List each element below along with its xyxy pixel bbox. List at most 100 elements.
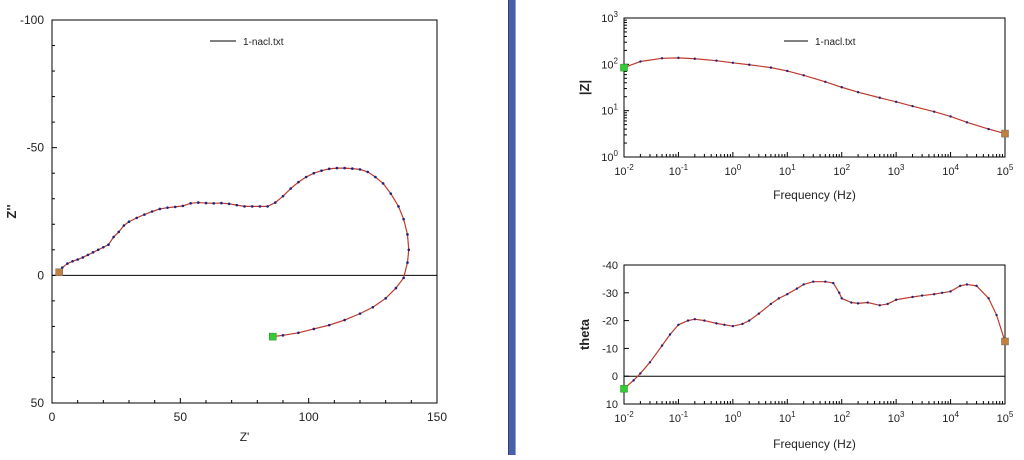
data-point bbox=[723, 323, 726, 326]
y-tick-label: 10 bbox=[606, 399, 618, 411]
data-point bbox=[886, 302, 889, 306]
data-point bbox=[748, 319, 751, 322]
y-tick-label: -20 bbox=[602, 316, 618, 328]
x-tick-label: 103 bbox=[888, 163, 905, 178]
data-point bbox=[940, 291, 944, 294]
data-point bbox=[173, 205, 177, 209]
data-point bbox=[212, 202, 215, 205]
x-tick-label: 10-2 bbox=[614, 410, 634, 425]
data-point bbox=[312, 327, 316, 331]
data-point bbox=[371, 305, 375, 309]
data-point bbox=[932, 292, 936, 296]
data-point bbox=[384, 297, 387, 300]
data-point bbox=[995, 313, 998, 317]
legend-label: 1-nacl.txt bbox=[243, 37, 284, 48]
data-point bbox=[911, 104, 914, 108]
y-tick-label: 0 bbox=[612, 371, 618, 383]
y-axis-label: theta bbox=[577, 318, 592, 350]
data-point bbox=[965, 283, 969, 286]
x-axis-label: Z' bbox=[240, 430, 250, 444]
phase-frame bbox=[623, 264, 1006, 405]
data-point bbox=[715, 59, 718, 62]
data-point bbox=[703, 319, 706, 322]
data-point bbox=[86, 253, 90, 257]
data-point bbox=[949, 290, 952, 293]
data-point bbox=[394, 286, 398, 290]
data-point bbox=[102, 245, 105, 249]
data-point bbox=[677, 323, 680, 326]
data-point bbox=[932, 110, 936, 113]
data-point bbox=[677, 56, 680, 60]
data-point bbox=[824, 280, 827, 283]
data-point bbox=[987, 127, 990, 131]
data-point bbox=[668, 333, 672, 336]
data-point bbox=[117, 230, 121, 234]
data-point bbox=[189, 202, 192, 205]
data-point bbox=[107, 243, 110, 246]
data-point bbox=[374, 175, 377, 179]
data-point bbox=[227, 202, 231, 206]
data-point bbox=[802, 74, 805, 77]
data-point bbox=[975, 284, 978, 288]
y-tick-label: 100 bbox=[601, 149, 618, 164]
data-point bbox=[802, 283, 805, 286]
end-point bbox=[1001, 129, 1009, 138]
data-point bbox=[987, 297, 990, 300]
data-point bbox=[112, 235, 115, 239]
data-point bbox=[850, 301, 853, 304]
legend-label: 1-nacl.txt bbox=[815, 37, 856, 48]
y-tick-label: 101 bbox=[601, 103, 618, 118]
data-point bbox=[894, 298, 898, 301]
x-tick-label: 103 bbox=[888, 410, 905, 425]
data-point bbox=[748, 63, 751, 66]
data-point bbox=[335, 166, 339, 170]
data-point bbox=[297, 331, 300, 335]
x-tick-label: 100 bbox=[725, 410, 742, 425]
data-point bbox=[312, 171, 316, 175]
data-point bbox=[660, 57, 664, 60]
data-point bbox=[660, 344, 664, 347]
data-point bbox=[135, 216, 138, 220]
data-point bbox=[281, 334, 285, 337]
data-point bbox=[949, 115, 952, 118]
data-point bbox=[866, 301, 869, 304]
data-point bbox=[327, 323, 331, 327]
data-point bbox=[965, 121, 969, 124]
data-point bbox=[786, 69, 789, 73]
data-point bbox=[741, 322, 744, 326]
data-point bbox=[327, 167, 331, 171]
x-tick-label: 10-2 bbox=[614, 163, 634, 178]
data-point bbox=[958, 284, 962, 288]
x-tick-label: 100 bbox=[725, 163, 742, 178]
x-tick-label: 50 bbox=[174, 410, 188, 424]
data-point bbox=[406, 233, 409, 236]
data-point bbox=[122, 224, 126, 227]
data-point bbox=[304, 175, 308, 179]
splitter-bar[interactable] bbox=[508, 0, 516, 455]
data-point bbox=[197, 201, 200, 204]
data-point bbox=[166, 206, 169, 209]
data-point bbox=[389, 192, 393, 195]
data-point bbox=[281, 194, 285, 198]
data-point bbox=[686, 319, 690, 322]
magnitude-frame bbox=[623, 17, 1006, 158]
data-point bbox=[757, 312, 761, 315]
data-point bbox=[320, 169, 323, 172]
data-point bbox=[812, 280, 815, 283]
start-point bbox=[55, 268, 63, 277]
data-point bbox=[639, 60, 642, 63]
y-tick-label: -50 bbox=[27, 141, 45, 155]
nyquist-panel: 0 50 100 150 -100 -50 0 50 Z' Z'' 1-nacl.txt bbox=[0, 0, 508, 455]
data-point bbox=[402, 276, 405, 280]
data-point bbox=[856, 302, 860, 305]
x-tick-label: 150 bbox=[427, 410, 447, 424]
data-point bbox=[381, 182, 385, 185]
data-point bbox=[832, 281, 835, 285]
data-point bbox=[824, 80, 827, 83]
x-tick-label: 104 bbox=[942, 163, 959, 178]
data-point bbox=[358, 312, 362, 315]
data-point bbox=[693, 318, 697, 321]
x-tick-label: 101 bbox=[779, 410, 796, 425]
data-point bbox=[127, 220, 131, 224]
